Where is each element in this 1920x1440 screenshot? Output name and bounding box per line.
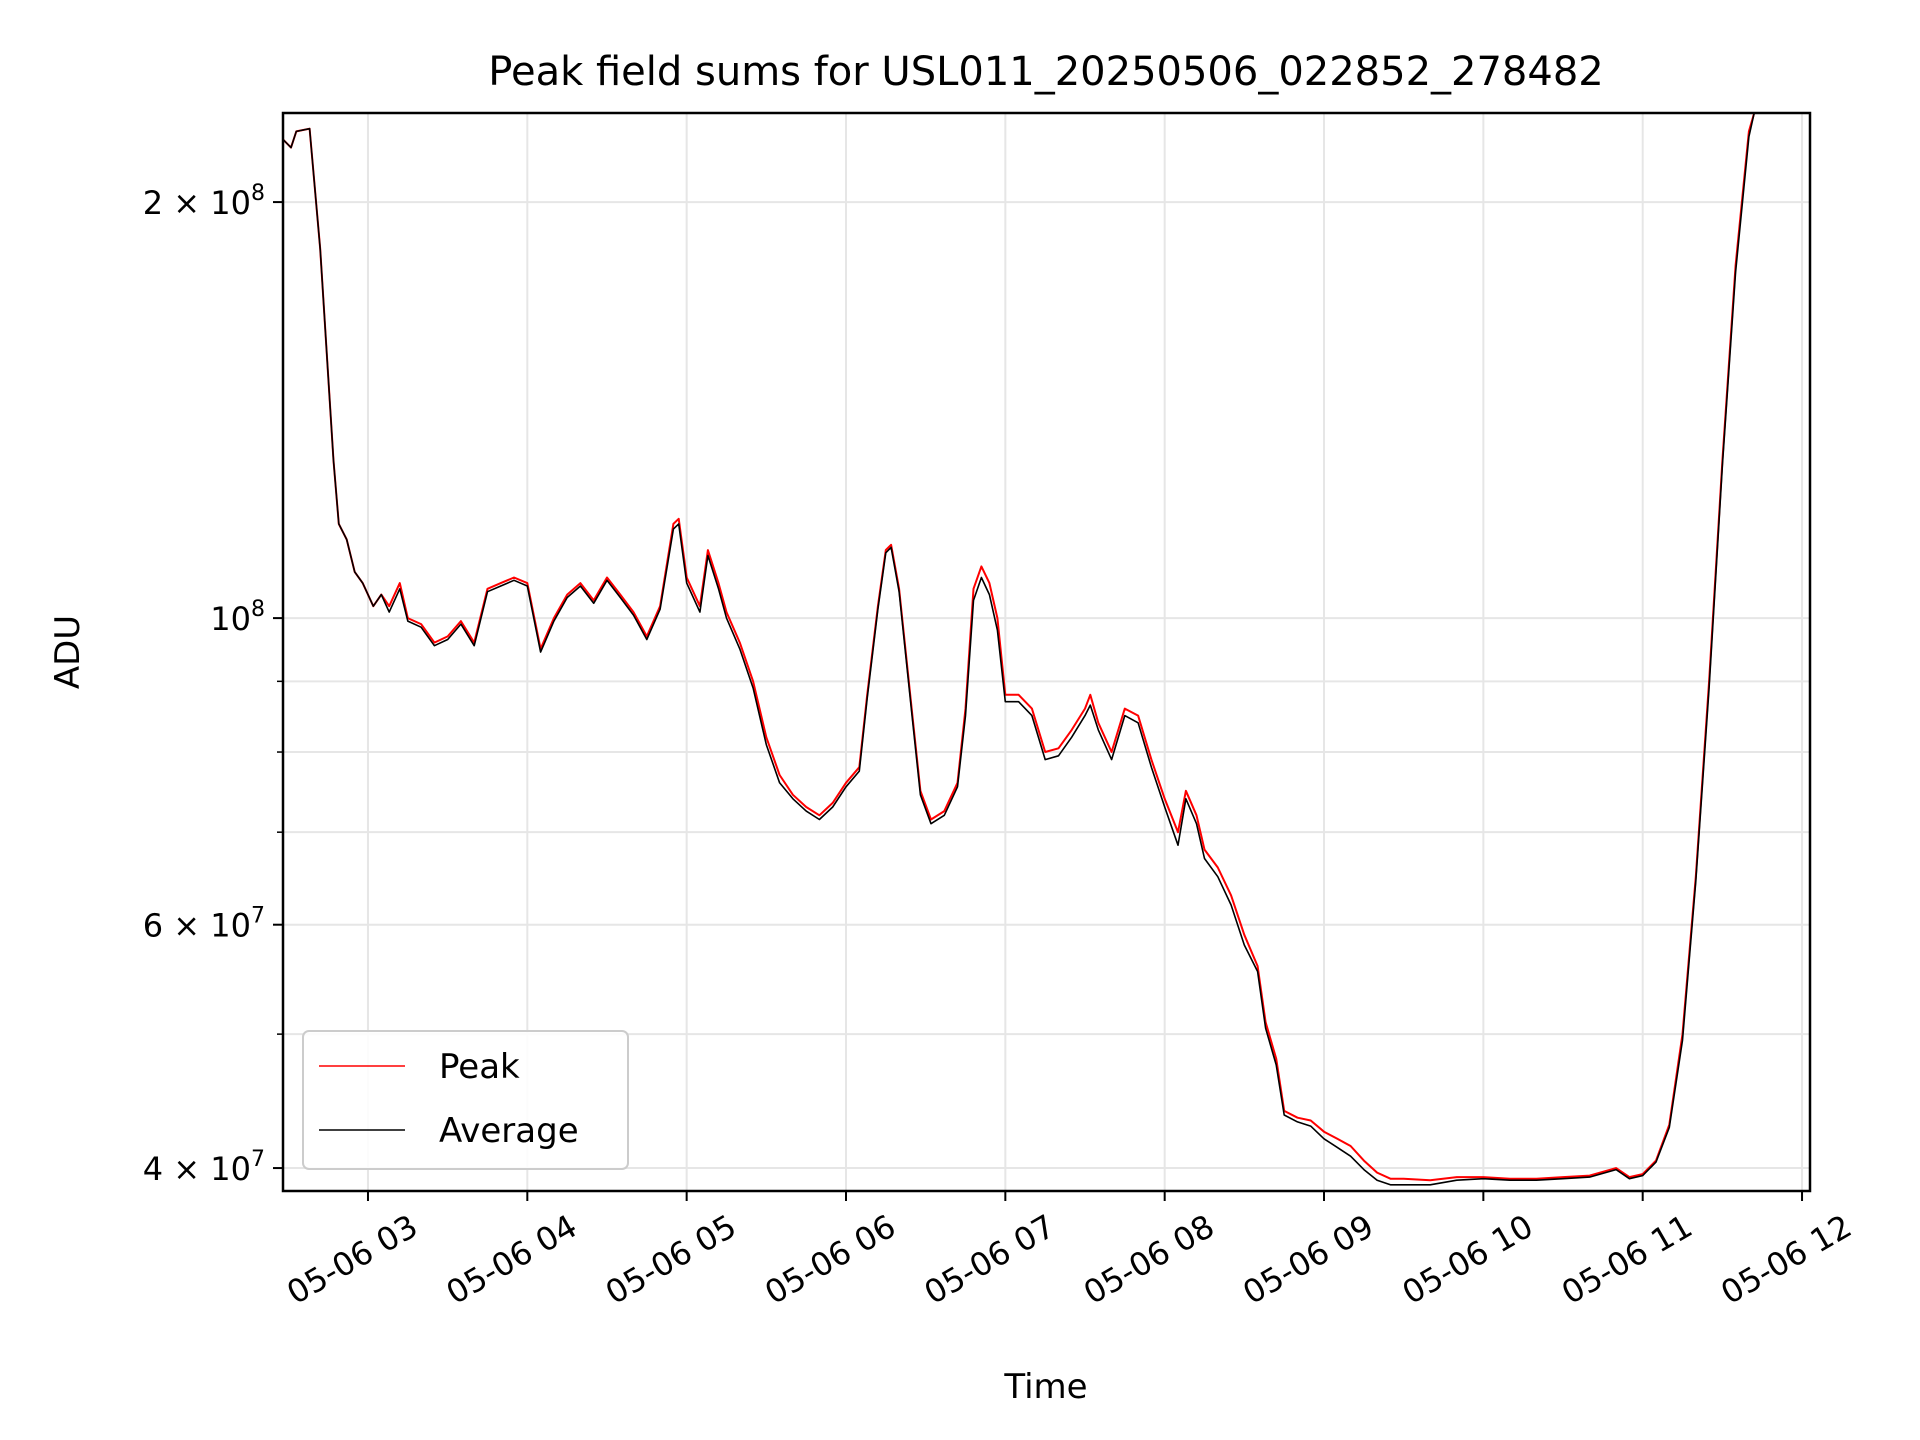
- y-tick-label: 4 × 107: [143, 1147, 265, 1188]
- y-tick-label: 108: [210, 597, 265, 638]
- series-layer: [282, 112, 1756, 1186]
- y-axis-label: ADU: [48, 615, 88, 689]
- x-axis-label: Time: [1003, 1367, 1087, 1407]
- legend-label-peak: Peak: [439, 1047, 520, 1087]
- legend: Peak Average: [302, 1030, 629, 1170]
- series-line-average: [282, 112, 1755, 1186]
- series-line-peak: [282, 112, 1756, 1182]
- plot-frame: [281, 111, 1812, 1193]
- legend-label-average: Average: [439, 1111, 579, 1151]
- y-tick-label: 6 × 107: [143, 904, 265, 945]
- y-tick-label: 2 × 108: [143, 181, 265, 222]
- chart-title: Peak field sums for USL011_20250506_0228…: [488, 49, 1603, 95]
